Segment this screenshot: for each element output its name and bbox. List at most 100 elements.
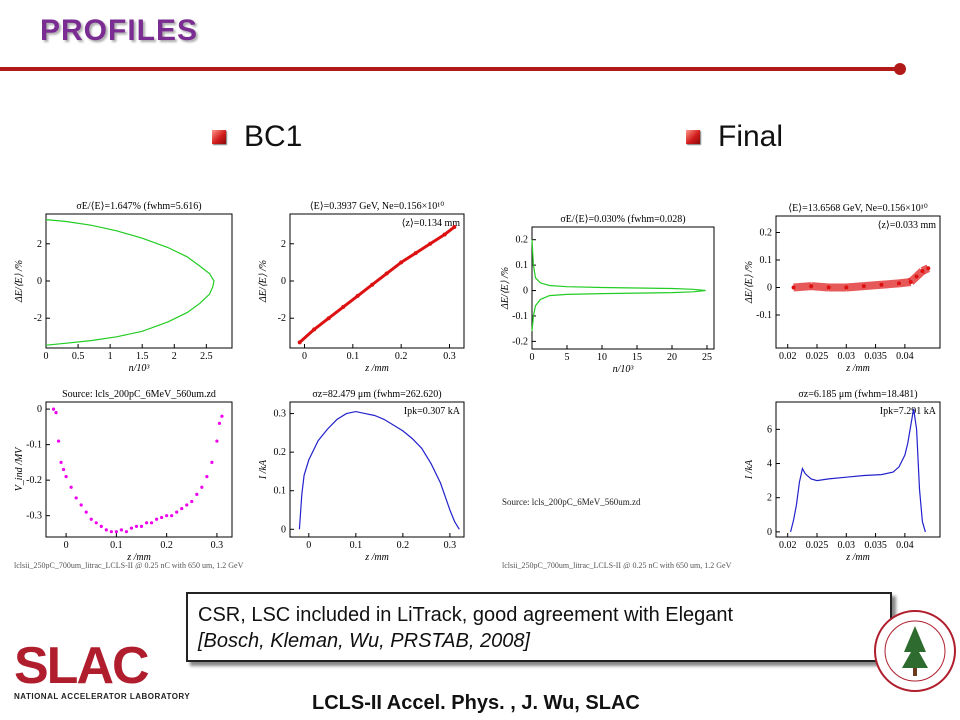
data-point	[84, 510, 88, 514]
phase-space-band	[443, 225, 456, 236]
x-tick-label: 0.1	[347, 351, 360, 362]
x-axis-label: z /mm	[845, 552, 870, 563]
data-point	[160, 515, 164, 520]
x-tick-label: 0.02	[779, 351, 797, 362]
y-tick-label: -0.1	[512, 311, 528, 322]
y-tick-label: 0	[281, 524, 286, 535]
y-tick-label: -0.2	[26, 475, 42, 486]
data-point	[64, 475, 68, 479]
phase-space-band	[400, 251, 417, 264]
y-tick-label: -0.1	[26, 440, 42, 451]
data-point	[109, 530, 113, 534]
data-point	[170, 514, 174, 518]
bc1-strip-caption: lclsii_250pC_700um_litrac_LCLS-II @ 0.25…	[14, 561, 244, 569]
plot-frame	[289, 401, 465, 538]
chart-annotation: ⟨z⟩=0.033 mm	[878, 220, 937, 231]
data-point	[175, 510, 179, 514]
y-tick-label: 0.1	[760, 255, 773, 266]
y-tick-label: -2	[34, 313, 42, 324]
y-tick-label: -0.2	[512, 336, 528, 347]
x-tick-label: 0	[64, 540, 69, 551]
y-tick-label: 0	[767, 283, 772, 294]
x-tick-label: 0.2	[395, 351, 408, 362]
phase-space-band	[371, 272, 388, 286]
data-point	[215, 439, 219, 443]
chart-title: Source: lcls_200pC_6MeV_560um.zd	[62, 389, 216, 400]
y-axis-label: I /kA	[744, 459, 755, 480]
phase-space-band	[793, 282, 812, 292]
x-tick-label: 5	[565, 352, 570, 363]
x-tick-label: 2.5	[200, 351, 213, 362]
y-axis-label: ΔE/⟨E⟩ /%	[500, 267, 511, 310]
x-tick-label: 0.04	[896, 351, 914, 362]
plot-frame	[45, 213, 233, 349]
data-point	[94, 521, 98, 525]
final-source-label: Source: lcls_200pC_6MeV_560um.zd	[502, 497, 641, 507]
x-tick-label: 0.3	[444, 540, 457, 551]
data-point	[59, 460, 63, 464]
data-point	[119, 528, 124, 532]
data-point	[69, 485, 73, 489]
x-axis-label: n/10³	[613, 364, 635, 375]
x-tick-label: 0.1	[350, 540, 363, 551]
x-tick-label: 0.025	[806, 540, 829, 551]
final-energy-spectrum-plot: σE/⟨E⟩=0.030% (fwhm=0.028) 0 5 10 15 20 25 0.2 0…	[500, 214, 715, 375]
phase-space-band	[810, 282, 830, 292]
data-point	[89, 517, 93, 521]
chart-title: σz=82.479 μm (fwhm=262.620)	[312, 389, 441, 400]
data-point	[926, 266, 931, 271]
y-axis-label: ΔE/⟨E⟩ /%	[14, 260, 25, 303]
chart-title: σE/⟨E⟩=1.647% (fwhm=5.616)	[76, 201, 201, 212]
chart-title: σz=6.185 μm (fwhm=18.481)	[798, 389, 917, 400]
bullet-icon	[212, 130, 226, 144]
section-bc1: BC1	[212, 120, 302, 154]
final-current-plot: σz=6.185 μm (fwhm=18.481) Ipk=7.291 kA 0.0…	[744, 389, 941, 563]
chart-annotation: ⟨z⟩=0.134 mm	[402, 218, 461, 229]
chart-annotation: Ipk=0.307 kA	[404, 406, 461, 417]
x-tick-label: 0.1	[110, 540, 123, 551]
phase-space-band	[845, 282, 865, 292]
data-point	[56, 439, 61, 443]
y-tick-label: 0	[37, 276, 42, 287]
data-point	[210, 460, 214, 464]
y-tick-label: -0.3	[26, 511, 42, 522]
y-tick-label: 0.1	[516, 260, 529, 271]
data-point	[190, 499, 194, 504]
data-point	[217, 421, 222, 425]
y-tick-label: 2	[281, 239, 286, 250]
data-point	[54, 411, 58, 415]
x-tick-label: 0.025	[806, 351, 829, 362]
data-point	[149, 521, 154, 525]
data-point	[124, 530, 129, 534]
x-tick-label: 0.03	[838, 351, 856, 362]
data-point	[220, 414, 224, 418]
data-point	[205, 475, 209, 479]
x-tick-label: 0.02	[779, 540, 797, 551]
x-tick-label: 15	[632, 352, 642, 363]
y-tick-label: 0.3	[274, 409, 287, 420]
chart-annotation: Ipk=7.291 kA	[880, 406, 937, 417]
data-point	[51, 407, 56, 411]
x-tick-label: 0.5	[72, 351, 85, 362]
data-point	[104, 528, 108, 532]
phase-space-band	[342, 294, 359, 309]
data-point	[165, 514, 169, 518]
y-tick-label: 0	[37, 404, 42, 415]
data-point	[79, 503, 83, 507]
data-point	[185, 503, 189, 507]
x-axis-label: z /mm	[845, 363, 870, 374]
data-point	[61, 467, 66, 472]
data-point	[74, 496, 78, 500]
title-rule	[0, 67, 902, 71]
chart-title: σE/⟨E⟩=0.030% (fwhm=0.028)	[560, 214, 685, 225]
phase-space-band	[414, 242, 431, 255]
slac-logo: SLAC NATIONAL ACCELERATOR LABORATORY	[14, 640, 190, 701]
series-line	[45, 219, 215, 346]
x-axis-label: z /mm	[364, 363, 389, 374]
x-axis-label: n/10³	[129, 363, 151, 374]
phase-space-band	[863, 280, 882, 291]
series-line	[790, 408, 926, 533]
series-line	[298, 410, 460, 530]
data-point	[99, 524, 103, 528]
y-tick-label: 0.2	[760, 228, 773, 239]
